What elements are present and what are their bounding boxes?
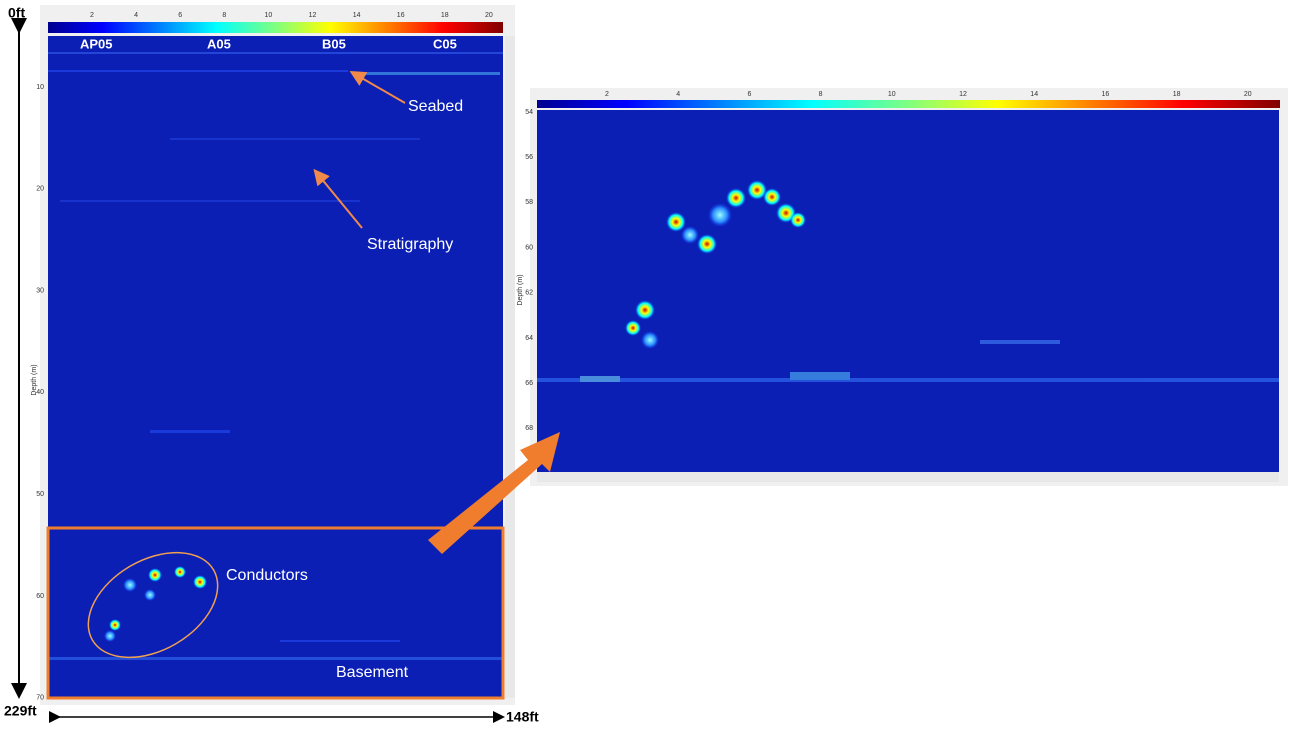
depth-tick: 56 — [525, 154, 533, 161]
axis-label: Depth (m) — [31, 364, 38, 395]
colorbar-tick: 2 — [90, 12, 94, 19]
colorbar-tick: 14 — [1030, 91, 1038, 98]
colorbar-tick: 16 — [1102, 91, 1110, 98]
colorbar-tick: 4 — [676, 91, 680, 98]
colorbar — [48, 22, 503, 33]
colorbar-tick: 20 — [1244, 91, 1252, 98]
colorbar-tick: 8 — [819, 91, 823, 98]
scrollbar[interactable] — [537, 472, 1279, 482]
dimension-label: 148ft — [506, 709, 539, 725]
colorbar-tick: 12 — [309, 12, 317, 19]
texture — [537, 340, 1279, 382]
zoom-box — [46, 526, 505, 700]
depth-tick: 10 — [36, 84, 44, 91]
line-label: B05 — [322, 36, 346, 51]
colorbar-tick: 14 — [353, 12, 361, 19]
colorbar-tick: 4 — [134, 12, 138, 19]
annotation: Seabed — [408, 98, 463, 115]
depth-tick: 30 — [36, 287, 44, 294]
zoom-arrow — [428, 432, 560, 554]
line-label: AP05 — [80, 36, 113, 51]
colorbar-tick: 6 — [178, 12, 182, 19]
colorbar-tick: 12 — [959, 91, 967, 98]
colorbar-tick: 2 — [605, 91, 609, 98]
conductor-blobs — [625, 180, 806, 349]
depth-tick: 64 — [525, 335, 533, 342]
depth-tick: 50 — [36, 491, 44, 498]
colorbar-tick: 8 — [222, 12, 226, 19]
heatmap — [48, 36, 503, 698]
line-label: C05 — [433, 36, 457, 51]
conductor-blobs — [104, 566, 207, 642]
depth-tick: 68 — [525, 425, 533, 432]
depth-tick: 20 — [36, 186, 44, 193]
stratigraphy-arrow — [313, 168, 363, 229]
depth-tick: 66 — [525, 380, 533, 387]
depth-tick: 62 — [525, 290, 533, 297]
colorbar-tick: 10 — [265, 12, 273, 19]
annotation: Conductors — [226, 567, 308, 584]
heatmap — [537, 110, 1279, 472]
colorbar-tick: 20 — [485, 12, 493, 19]
conductor-ellipse — [87, 551, 219, 659]
depth-tick: 60 — [525, 244, 533, 251]
colorbar-tick: 18 — [1173, 91, 1181, 98]
depth-tick: 60 — [36, 593, 44, 600]
colorbar-tick: 10 — [888, 91, 896, 98]
annotation: Stratigraphy — [367, 236, 453, 253]
depth-tick: 58 — [525, 199, 533, 206]
depth-tick: 40 — [36, 389, 44, 396]
colorbar-tick: 18 — [441, 12, 449, 19]
line-label: A05 — [207, 36, 231, 51]
depth-tick: 70 — [36, 695, 44, 702]
colorbar-tick: 6 — [747, 91, 751, 98]
texture — [48, 52, 503, 660]
scrollbar[interactable] — [505, 36, 515, 698]
dimension-label: 0ft — [8, 5, 25, 21]
colorbar — [537, 100, 1280, 108]
dimension-label: 229ft — [4, 703, 37, 719]
annotation: Basement — [336, 664, 409, 681]
seabed-arrow — [349, 71, 406, 104]
axis-label: Depth (m) — [517, 274, 524, 305]
colorbar-tick: 16 — [397, 12, 405, 19]
depth-tick: 54 — [525, 109, 533, 116]
